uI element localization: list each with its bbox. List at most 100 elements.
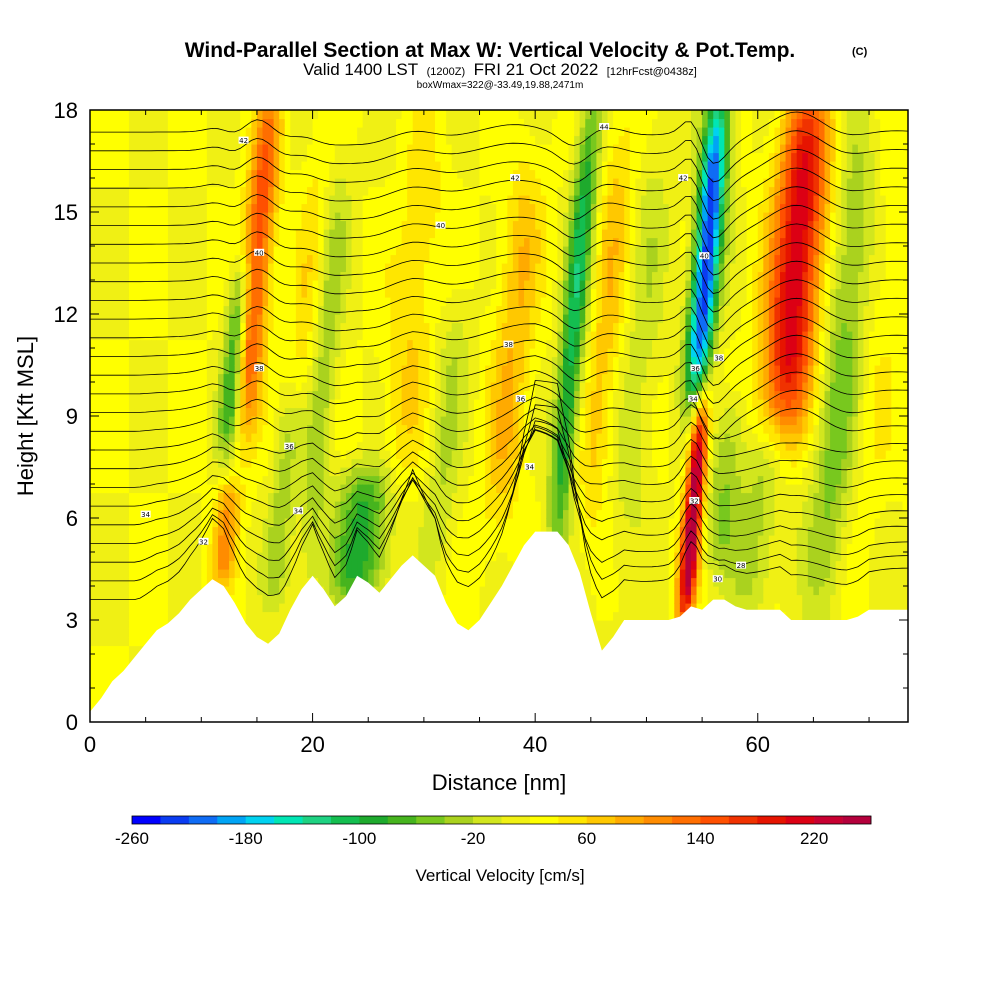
w-cell [290,424,297,434]
w-cell [212,254,219,264]
w-cell [106,348,113,358]
w-cell [407,552,414,562]
w-cell [279,161,286,171]
w-cell [179,322,186,332]
w-cell [256,535,264,545]
w-cell [90,135,97,145]
w-cell [101,450,108,460]
w-cell [268,280,275,290]
w-cell [373,509,380,519]
w-cell [307,186,314,196]
w-cell [295,118,303,128]
w-cell [457,178,464,188]
w-cell [279,577,286,587]
w-cell [407,373,414,383]
w-cell [473,586,481,596]
w-cell [401,263,408,273]
w-cell [106,254,113,264]
w-cell [268,552,275,562]
w-cell [279,450,286,460]
w-cell [217,178,225,188]
w-cell [262,314,269,324]
w-cell [357,518,364,528]
w-cell [345,297,353,307]
w-cell [312,416,319,426]
w-cell [184,526,191,536]
w-cell [362,552,369,562]
w-cell [284,322,291,332]
w-cell [418,543,425,553]
w-cell [190,348,197,358]
w-cell [167,110,175,120]
w-cell [101,552,108,562]
w-cell [251,263,258,273]
w-cell [256,424,264,434]
w-cell [240,331,247,341]
w-cell [318,450,325,460]
w-cell [368,526,375,536]
w-cell [390,484,397,494]
w-cell [184,560,191,570]
w-cell [95,518,102,528]
w-cell [368,135,375,145]
w-cell [128,424,136,434]
w-cell [301,509,308,519]
w-cell [323,535,330,545]
w-cell [162,263,169,273]
w-cell [457,594,464,604]
w-cell [329,475,336,485]
w-cell [223,339,230,349]
w-cell [429,543,436,553]
w-cell [240,110,247,120]
w-cell [212,322,219,332]
w-cell [295,186,303,196]
w-cell [262,203,269,213]
w-cell [273,178,280,188]
w-cell [301,543,308,553]
w-cell [323,203,330,213]
w-cell [201,356,208,366]
w-cell [301,365,308,375]
w-cell [184,229,191,239]
w-cell [156,195,163,205]
w-cell [256,161,264,171]
w-cell [396,348,403,358]
w-cell [106,475,113,485]
w-cell [217,407,225,417]
w-cell [112,526,119,536]
w-cell [101,161,108,171]
w-cell [412,246,419,256]
w-cell [284,467,291,477]
w-cell [268,373,275,383]
w-cell [123,569,130,579]
w-cell [384,229,392,239]
w-cell [462,577,469,587]
w-cell [446,509,453,519]
w-cell [468,424,475,434]
w-cell [151,518,158,528]
w-cell [234,161,241,171]
w-cell [323,220,330,230]
w-cell [123,543,130,553]
w-cell [179,229,186,239]
w-cell [390,348,397,358]
w-cell [90,526,97,536]
w-cell [457,339,464,349]
w-cell [95,288,102,298]
w-cell [290,433,297,443]
w-cell [251,178,258,188]
w-cell [95,543,102,553]
w-cell [117,526,124,536]
w-cell [268,407,275,417]
w-cell [423,271,431,281]
w-cell [290,186,297,196]
w-cell [368,467,375,477]
w-cell [90,433,97,443]
w-cell [412,322,419,332]
w-cell [418,492,425,502]
w-cell [468,263,475,273]
w-cell [184,433,191,443]
w-cell [101,246,108,256]
w-cell [457,135,464,145]
w-cell [95,127,102,137]
